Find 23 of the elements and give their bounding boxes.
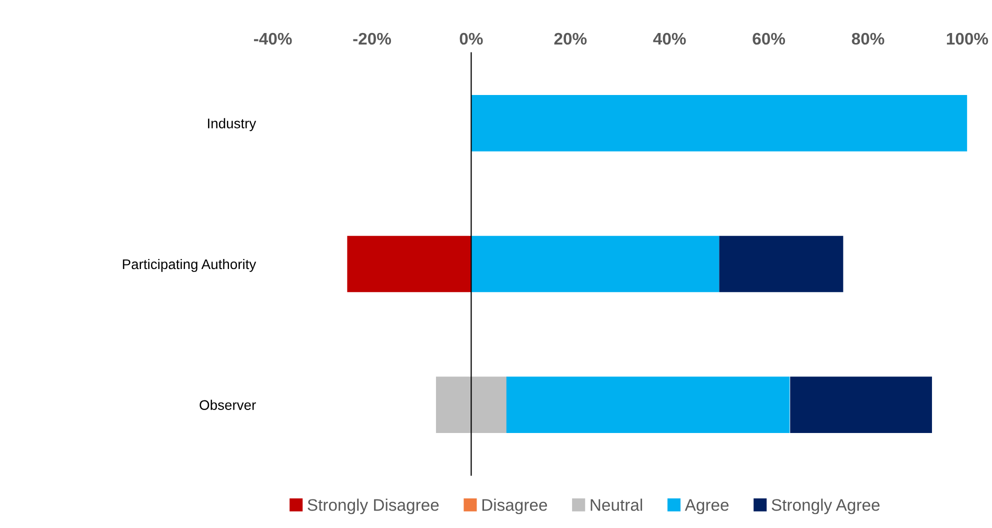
x-tick-label: 80% [852, 32, 884, 45]
bar [790, 376, 932, 433]
bar [471, 95, 968, 152]
y-tick-label: Participating Authority [122, 258, 256, 272]
bar [506, 376, 790, 433]
bar [436, 376, 507, 433]
x-tick-label: -40% [254, 32, 292, 45]
legend-label: Neutral [590, 498, 642, 511]
legend-label: Disagree [482, 498, 548, 514]
y-tick-label: Industry [208, 118, 256, 132]
x-tick-label: 0% [460, 32, 483, 45]
legend-label: Agree [684, 499, 729, 514]
x-tick-label: -20% [353, 32, 392, 45]
y-tick-label: Observer [200, 400, 256, 410]
bar [719, 236, 844, 292]
legend-label: Strongly Disagree [308, 498, 439, 514]
x-tick-label: 40% [653, 32, 686, 45]
bar [471, 236, 720, 292]
bar [347, 236, 472, 292]
legend-label: Strongly Agree [772, 498, 880, 514]
x-tick-label: 60% [752, 32, 786, 45]
x-tick-label: 100% [946, 32, 988, 45]
x-tick-label: 20% [554, 32, 587, 45]
